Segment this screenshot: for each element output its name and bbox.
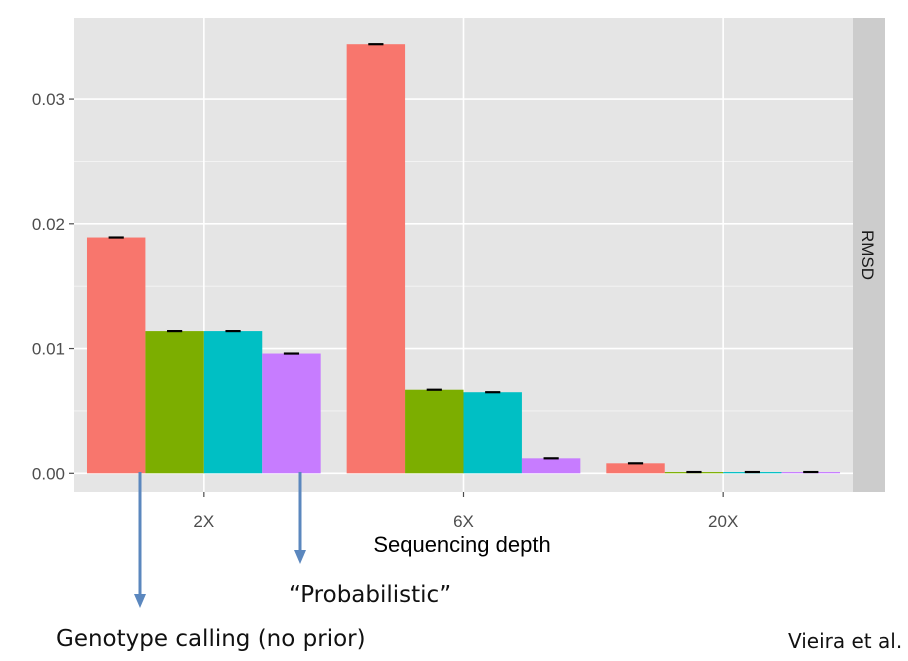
facet-strip bbox=[853, 18, 885, 492]
bar bbox=[86, 237, 146, 474]
genotype-calling-annotation: Genotype calling (no prior) bbox=[56, 626, 366, 652]
bar bbox=[463, 392, 522, 474]
x-axis-ticks: 2X 6X 20X bbox=[193, 492, 738, 531]
x-tick-label: 2X bbox=[193, 512, 214, 531]
bar bbox=[203, 331, 263, 474]
genotype-calling-arrow bbox=[134, 472, 146, 608]
error-bars bbox=[108, 43, 819, 474]
x-tick-label: 20X bbox=[708, 512, 738, 531]
y-tick-label: 0.01 bbox=[32, 340, 65, 359]
x-tick-label: 6X bbox=[453, 512, 474, 531]
probabilistic-arrow bbox=[294, 472, 306, 564]
bar bbox=[346, 44, 406, 474]
probabilistic-annotation: “Probabilistic” bbox=[289, 582, 452, 608]
y-tick-label: 0.00 bbox=[32, 464, 65, 483]
bar bbox=[606, 463, 665, 474]
bar bbox=[521, 458, 581, 474]
bar bbox=[145, 331, 204, 474]
bar bbox=[405, 389, 464, 474]
citation-credit: Vieira et al. bbox=[788, 629, 903, 653]
bars bbox=[86, 44, 841, 474]
y-tick-label: 0.02 bbox=[32, 215, 65, 234]
y-tick-label: 0.03 bbox=[32, 90, 65, 109]
y-axis-ticks: 0.00 0.01 0.02 0.03 bbox=[32, 90, 74, 483]
facet-strip-label: RMSD bbox=[858, 230, 877, 280]
x-axis-title: Sequencing depth bbox=[373, 532, 550, 557]
bar bbox=[262, 353, 321, 474]
